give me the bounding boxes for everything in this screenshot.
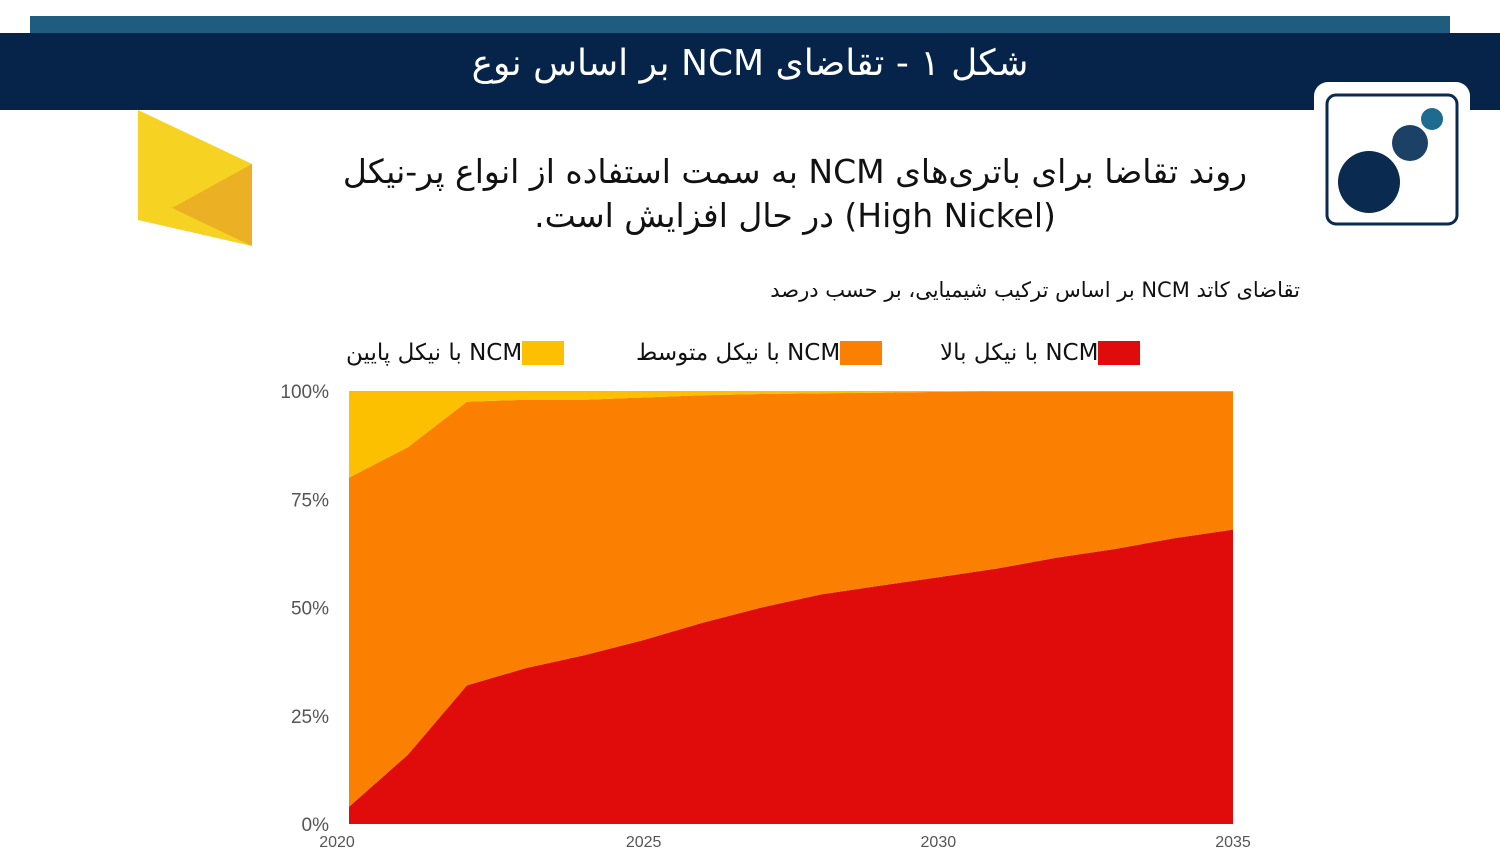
summary-text: روند تقاضا برای باتری‌های NCM به سمت است…	[300, 150, 1290, 238]
x-tick-label: 2030	[921, 834, 957, 851]
legend-item-high: NCM با نیکل بالا	[940, 334, 1150, 372]
y-tick-label: 0%	[302, 815, 330, 836]
logo-medium-dot	[1392, 125, 1428, 161]
x-tick-label: 2020	[319, 834, 355, 851]
x-axis-ticks: 2020 2025 2030 2035	[319, 834, 1251, 851]
stacked-area-chart: 0% 25% 50% 75% 100% 2020 2025 2030 2035	[280, 382, 1251, 851]
decorative-triangle-icon	[138, 110, 252, 246]
legend-swatch-high	[1098, 341, 1141, 365]
chart-legend: NCM با نیکل بالا NCM با نیکل متوسط NCM ب…	[340, 334, 1160, 374]
legend-swatch-low	[522, 341, 565, 365]
legend-swatch-mid	[840, 341, 883, 365]
y-axis-ticks: 0% 25% 50% 75% 100%	[280, 382, 329, 836]
y-tick-label: 75%	[291, 490, 329, 511]
brand-logo	[1314, 82, 1470, 238]
area-series-high	[349, 529, 1233, 824]
summary-line-1: روند تقاضا برای باتری‌های NCM به سمت است…	[342, 152, 1248, 191]
legend-label-low: NCM با نیکل پایین	[346, 340, 523, 366]
y-tick-label: 50%	[291, 599, 329, 620]
x-tick-label: 2035	[1215, 834, 1251, 851]
y-tick-label: 25%	[291, 707, 329, 728]
legend-label-mid: NCM با نیکل متوسط	[636, 340, 841, 366]
logo-mark-icon	[1325, 93, 1459, 226]
legend-item-low: NCM با نیکل پایین	[346, 334, 574, 372]
page-title: شکل ۱ - تقاضای NCM بر اساس نوع	[471, 42, 1029, 84]
logo-large-dot	[1338, 151, 1400, 213]
chart-areas	[349, 391, 1233, 824]
logo-small-dot	[1421, 108, 1443, 130]
header-bar: شکل ۱ - تقاضای NCM بر اساس نوع	[0, 33, 1500, 110]
y-tick-label: 100%	[280, 382, 329, 403]
area-series-mid	[349, 391, 1233, 807]
top-accent-strip	[30, 16, 1450, 34]
legend-label-high: NCM با نیکل بالا	[940, 340, 1099, 366]
legend-item-mid: NCM با نیکل متوسط	[636, 334, 892, 372]
area-series-low	[349, 391, 1233, 478]
chart-title: تقاضای کاتد NCM بر اساس ترکیب شیمیایی، ب…	[770, 278, 1300, 302]
summary-line-2: (High Nickel) در حال افزایش است.	[534, 196, 1056, 235]
x-tick-label: 2025	[626, 834, 662, 851]
